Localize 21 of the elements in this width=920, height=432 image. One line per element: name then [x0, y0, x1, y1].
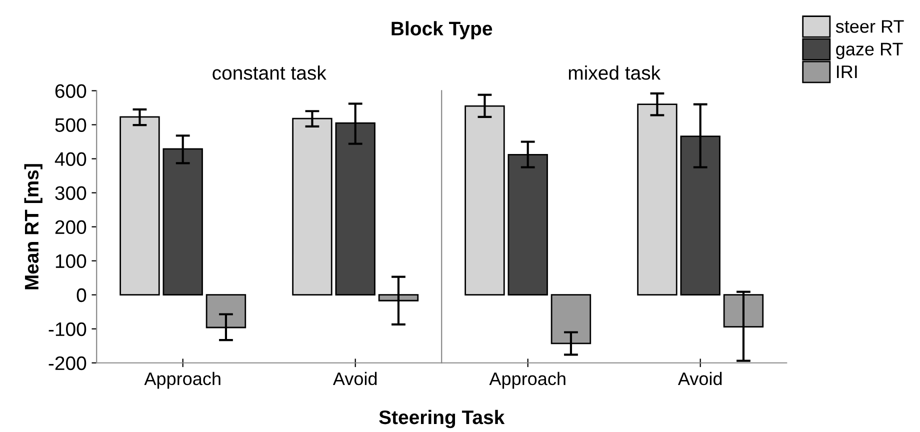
y-axis-title: Mean RT [ms] [24, 164, 42, 290]
y-tick-label: 100 [56, 254, 86, 268]
y-tick-label: -100 [48, 322, 86, 336]
y-tick-label: -200 [48, 356, 86, 370]
y-tick-label: 200 [55, 220, 86, 234]
x-tick-label: Avoid [332, 372, 377, 386]
x-tick-label: Approach [144, 372, 220, 389]
y-tick-label: 0 [76, 288, 86, 302]
chart-title: Block Type [392, 21, 492, 40]
legend-label: steer RT [836, 20, 904, 33]
x-tick-label: Avoid [678, 372, 722, 386]
y-tick-label: 600 [55, 84, 86, 98]
x-axis-title: Steering Task [379, 410, 505, 428]
y-tick-label: 400 [54, 152, 86, 166]
legend-label: gaze RT [836, 42, 903, 60]
y-tick-label: 300 [55, 186, 86, 200]
chart-subtitle: mixed task [568, 66, 661, 80]
x-tick-label: Approach [489, 372, 566, 389]
y-tick-label: 500 [55, 118, 86, 132]
legend-label: IRI [837, 66, 857, 78]
chart-subtitle: constant task [212, 66, 326, 80]
